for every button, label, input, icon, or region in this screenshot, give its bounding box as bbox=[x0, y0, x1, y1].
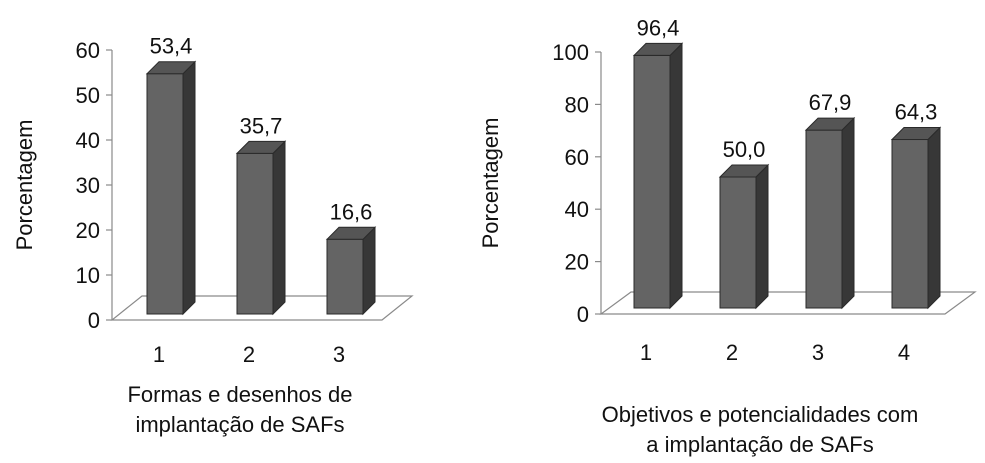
bar bbox=[235, 140, 287, 316]
bar-side bbox=[755, 163, 769, 310]
y-tick-label: 20 bbox=[565, 250, 589, 275]
y-tick-label: 40 bbox=[76, 128, 100, 153]
chart-right-plot: 0 20 40 60 80 100 Porcentagem 96,4 1 50,0 2 67,9 3 64… bbox=[478, 15, 977, 365]
bar-side bbox=[272, 140, 286, 316]
y-axis-title: Porcentagem bbox=[12, 120, 37, 251]
bar-front bbox=[326, 238, 364, 315]
y-tick-label: 0 bbox=[577, 302, 589, 327]
x-tick-label: 2 bbox=[243, 342, 255, 367]
bar-side bbox=[841, 116, 855, 310]
y-tick-label: 10 bbox=[76, 263, 100, 288]
bar-front bbox=[236, 152, 274, 315]
bar-value-label: 53,4 bbox=[150, 34, 193, 59]
bar-side bbox=[669, 42, 683, 310]
bar-front bbox=[719, 176, 757, 309]
x-tick-label: 3 bbox=[333, 342, 345, 367]
bar bbox=[718, 163, 770, 310]
bar-value-label: 35,7 bbox=[240, 113, 283, 138]
bar bbox=[325, 226, 377, 316]
bar-side bbox=[927, 126, 941, 310]
y-tick-label: 100 bbox=[552, 40, 589, 65]
bar-side bbox=[182, 60, 196, 316]
bar-top bbox=[145, 61, 197, 75]
bar bbox=[804, 116, 856, 310]
y-tick-label: 30 bbox=[76, 173, 100, 198]
y-axis-title: Porcentagem bbox=[478, 118, 503, 249]
bar bbox=[145, 60, 197, 316]
x-tick-label: 1 bbox=[153, 342, 165, 367]
y-tick-label: 60 bbox=[565, 145, 589, 170]
chart-floor bbox=[599, 291, 977, 315]
x-axis-title: Objetivos e potencialidades com a implan… bbox=[601, 402, 919, 457]
chart-forms-designs: 0 10 20 30 40 50 60 Porcentagem 53,4 1 35,7 2 16,6 3 … bbox=[0, 0, 460, 463]
x-tick-label: 2 bbox=[726, 340, 738, 365]
bar-front bbox=[805, 129, 843, 309]
bar-value-label: 16,6 bbox=[330, 199, 373, 224]
y-tick-label: 20 bbox=[76, 218, 100, 243]
x-axis-title: Formas e desenhos de implantação de SAFs bbox=[127, 382, 353, 437]
bar bbox=[890, 126, 942, 310]
bar-value-label: 96,4 bbox=[637, 15, 680, 40]
chart-left-plot: 0 10 20 30 40 50 60 Porcentagem 53,4 1 35,7 2 16,6 3 bbox=[12, 34, 414, 367]
x-tick-label: 3 bbox=[812, 340, 824, 365]
y-tick-label: 0 bbox=[88, 308, 100, 333]
bar-value-label: 64,3 bbox=[895, 100, 938, 125]
bar-top bbox=[804, 117, 856, 131]
bar-top bbox=[325, 226, 377, 240]
y-tick-label: 40 bbox=[565, 197, 589, 222]
bar-value-label: 67,9 bbox=[809, 90, 852, 115]
y-tick-label: 50 bbox=[76, 83, 100, 108]
y-tick-label: 60 bbox=[76, 38, 100, 63]
x-tick-label: 4 bbox=[898, 340, 910, 365]
y-tick-label: 80 bbox=[565, 92, 589, 117]
bar-top bbox=[718, 164, 770, 178]
bar-front bbox=[146, 73, 184, 315]
chart-objectives-potentials: 0 20 40 60 80 100 Porcentagem 96,4 1 50,0 2 67,9 3 64… bbox=[470, 0, 985, 463]
bar-side bbox=[362, 226, 376, 316]
bar-value-label: 50,0 bbox=[723, 137, 766, 162]
bar bbox=[632, 42, 684, 310]
bar-front bbox=[633, 54, 671, 309]
bar-front bbox=[891, 139, 929, 309]
bar-top bbox=[235, 140, 287, 154]
x-tick-label: 1 bbox=[640, 340, 652, 365]
bar-top bbox=[890, 127, 942, 141]
bar-top bbox=[632, 42, 684, 56]
